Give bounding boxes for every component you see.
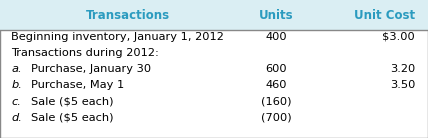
Text: (700): (700) (261, 113, 291, 123)
Text: 600: 600 (265, 64, 287, 74)
Text: Unit Cost: Unit Cost (354, 9, 415, 22)
Text: (160): (160) (261, 97, 291, 107)
Text: d.: d. (12, 113, 23, 123)
Text: c.: c. (12, 97, 22, 107)
Text: 3.50: 3.50 (390, 80, 415, 90)
Text: 460: 460 (265, 80, 287, 90)
Text: Purchase, January 30: Purchase, January 30 (31, 64, 151, 74)
Text: 400: 400 (265, 32, 287, 42)
Text: b.: b. (12, 80, 23, 90)
Text: a.: a. (12, 64, 23, 74)
Text: Units: Units (259, 9, 293, 22)
Text: Transactions during 2012:: Transactions during 2012: (11, 48, 159, 58)
Bar (0, 0, 428, 30)
Text: Sale ($5 each): Sale ($5 each) (31, 97, 113, 107)
Text: Purchase, May 1: Purchase, May 1 (31, 80, 124, 90)
Text: $3.00: $3.00 (382, 32, 415, 42)
Text: Beginning inventory, January 1, 2012: Beginning inventory, January 1, 2012 (11, 32, 223, 42)
Text: Sale ($5 each): Sale ($5 each) (31, 113, 113, 123)
Text: Transactions: Transactions (86, 9, 170, 22)
Text: 3.20: 3.20 (390, 64, 415, 74)
